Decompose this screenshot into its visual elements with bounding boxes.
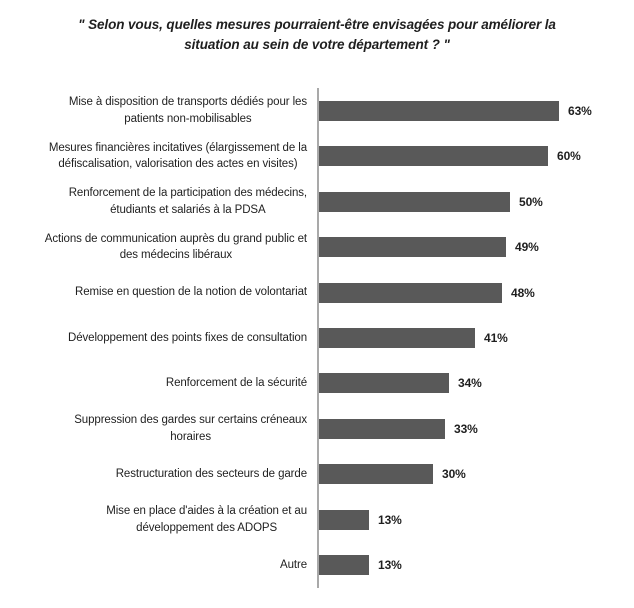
category-label: Suppression des gardes sur certains crén… — [74, 414, 307, 443]
category-label: Renforcement de la sécurité — [165, 377, 307, 390]
chart-row: Mise à disposition de transports dédiés … — [0, 88, 634, 133]
value-label: 60% — [557, 149, 581, 164]
value-label: 50% — [519, 194, 543, 209]
bar-zone: 34% — [317, 373, 634, 394]
category-label-cell: Remise en question de la notion de volon… — [0, 284, 317, 301]
bar — [319, 373, 449, 394]
bar — [319, 555, 369, 576]
category-label-cell: Actions de communication auprès du grand… — [0, 231, 317, 264]
value-label: 13% — [378, 512, 402, 527]
value-label: 33% — [454, 421, 478, 436]
value-label: 41% — [484, 330, 508, 345]
bar-zone: 33% — [317, 418, 634, 439]
bar-zone: 48% — [317, 282, 634, 303]
bar-zone: 13% — [317, 509, 634, 530]
bar-zone: 50% — [317, 191, 634, 212]
value-label: 13% — [378, 558, 402, 573]
value-label: 34% — [458, 376, 482, 391]
chart-row: Développement des points fixes de consul… — [0, 315, 634, 360]
bar — [319, 509, 369, 530]
chart-row: Autre 13% — [0, 543, 634, 588]
bar — [319, 327, 475, 348]
category-label: Remise en question de la notion de volon… — [75, 286, 307, 299]
category-label-cell: Renforcement de la sécurité — [0, 375, 317, 392]
bar-zone: 41% — [317, 327, 634, 348]
value-label: 48% — [511, 285, 535, 300]
bar-zone: 49% — [317, 237, 634, 258]
category-label: Mise en place d'aides à la création et a… — [106, 505, 307, 534]
category-label-cell: Mise en place d'aides à la création et a… — [0, 503, 317, 536]
chart-area: Mise à disposition de transports dédiés … — [0, 88, 634, 588]
chart-title: " Selon vous, quelles mesures pourraient… — [78, 17, 556, 52]
category-label: Restructuration des secteurs de garde — [115, 468, 307, 481]
bar — [319, 100, 559, 121]
bar — [319, 282, 502, 303]
bar — [319, 464, 433, 485]
chart-row: Actions de communication auprès du grand… — [0, 224, 634, 269]
bar — [319, 237, 506, 258]
chart-row: Remise en question de la notion de volon… — [0, 270, 634, 315]
value-label: 63% — [568, 103, 592, 118]
category-label-cell: Mise à disposition de transports dédiés … — [0, 94, 317, 127]
category-label-cell: Mesures financières incitatives (élargis… — [0, 140, 317, 173]
bar-zone: 63% — [317, 100, 634, 121]
category-label: Actions de communication auprès du grand… — [44, 232, 307, 262]
bar-zone: 60% — [317, 146, 634, 167]
value-label: 49% — [515, 240, 539, 255]
category-label-cell: Suppression des gardes sur certains crén… — [0, 412, 317, 445]
chart-rows: Mise à disposition de transports dédiés … — [0, 88, 634, 588]
category-label: Mesures financières incitatives (élargis… — [48, 141, 307, 171]
chart-row: Renforcement de la sécurité 34% — [0, 361, 634, 406]
category-label-cell: Restructuration des secteurs de garde — [0, 466, 317, 483]
bar — [319, 146, 548, 167]
bar — [319, 418, 445, 439]
chart-row: Mise en place d'aides à la création et a… — [0, 497, 634, 542]
bar-zone: 30% — [317, 464, 634, 485]
category-label: Autre — [280, 559, 307, 571]
value-label: 30% — [442, 467, 466, 482]
category-label: Renforcement de la participation des méd… — [68, 187, 307, 216]
y-axis-line — [317, 88, 319, 588]
category-label-cell: Développement des points fixes de consul… — [0, 330, 317, 347]
chart-row: Renforcement de la participation des méd… — [0, 179, 634, 224]
category-label: Mise à disposition de transports dédiés … — [68, 96, 307, 125]
chart-row: Suppression des gardes sur certains crén… — [0, 406, 634, 451]
bar-zone: 13% — [317, 555, 634, 576]
chart-row: Restructuration des secteurs de garde 30% — [0, 452, 634, 497]
category-label-cell: Renforcement de la participation des méd… — [0, 185, 317, 218]
category-label-cell: Autre — [0, 557, 317, 574]
category-label: Développement des points fixes de consul… — [68, 331, 307, 344]
bar — [319, 191, 510, 212]
chart-row: Mesures financières incitatives (élargis… — [0, 133, 634, 178]
